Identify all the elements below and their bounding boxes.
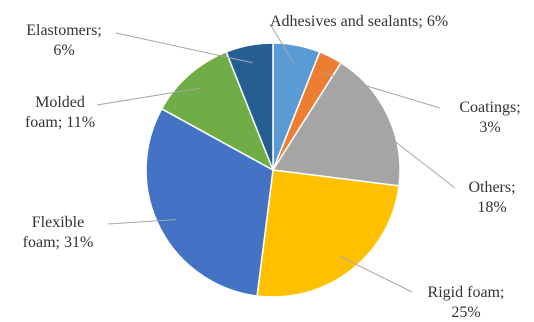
data-label-line: Elastomers; bbox=[26, 22, 102, 39]
data-label-line: 18% bbox=[477, 199, 506, 216]
data-label-elastomers: Elastomers; 6% bbox=[26, 22, 102, 59]
data-label-adhesives-and-sealants: Adhesives and sealants; 6% bbox=[270, 13, 448, 30]
data-label-line: 6% bbox=[53, 42, 74, 59]
data-label-line: Molded bbox=[35, 94, 85, 111]
leader-line-adhesives-and-sealants bbox=[269, 23, 294, 63]
leader-line-flexible-foam bbox=[107, 219, 176, 225]
data-label-line: Flexible bbox=[32, 214, 84, 231]
data-label-line: Others; bbox=[468, 179, 515, 196]
pie-slice-rigid-foam bbox=[256, 169, 400, 298]
pie-slice-flexible-foam bbox=[145, 107, 274, 297]
data-label-others: Others; 18% bbox=[468, 179, 515, 216]
data-label-line: foam; 31% bbox=[23, 234, 94, 251]
data-label-line: Coatings; bbox=[459, 99, 520, 116]
data-label-molded-foam: Molded foam; 11% bbox=[25, 94, 95, 131]
data-label-flexible-foam: Flexible foam; 31% bbox=[23, 214, 94, 251]
data-label-rigid-foam: Rigid foam; 25% bbox=[428, 284, 505, 321]
leader-lines bbox=[96, 23, 456, 293]
pie-slice-elastomers bbox=[225, 42, 274, 171]
data-label-line: 25% bbox=[451, 304, 480, 321]
data-label-line: Rigid foam; bbox=[428, 284, 505, 301]
pie-slice-others bbox=[271, 61, 401, 187]
data-label-coatings: Coatings; 3% bbox=[459, 99, 520, 136]
leader-line-elastomers bbox=[115, 32, 253, 64]
leader-line-molded-foam bbox=[96, 87, 201, 106]
leader-line-others bbox=[371, 123, 456, 189]
data-label-line: 3% bbox=[479, 119, 500, 136]
data-label-line: foam; 11% bbox=[25, 114, 95, 131]
leader-line-rigid-foam bbox=[339, 255, 413, 293]
pie-slice-molded-foam bbox=[160, 50, 275, 172]
leader-line-coatings bbox=[322, 72, 441, 109]
pie-slices bbox=[145, 42, 401, 298]
data-label-line: Adhesives and sealants; 6% bbox=[270, 13, 448, 30]
data-labels: Adhesives and sealants; 6% Coatings; 3% Oth… bbox=[23, 13, 521, 321]
